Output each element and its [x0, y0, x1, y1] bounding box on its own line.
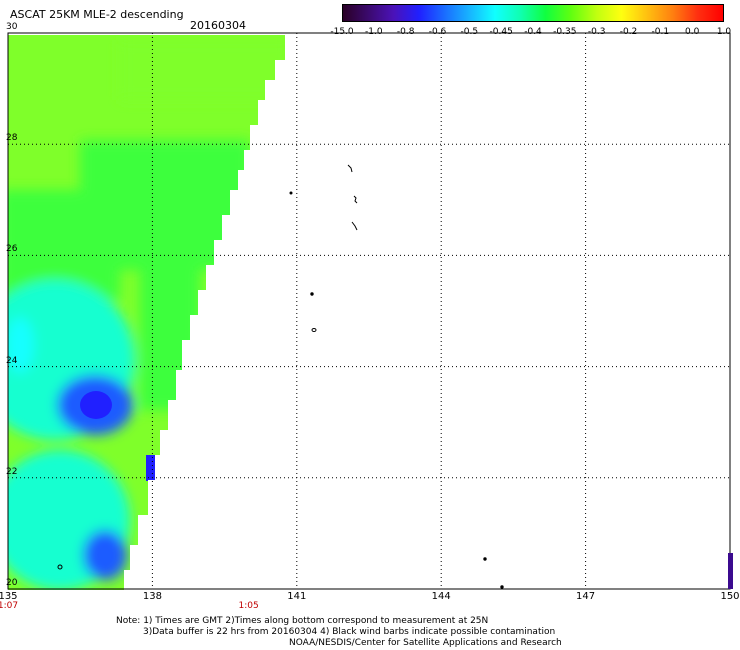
latitude-label: 22: [6, 466, 18, 477]
note-line-2: 3)Data buffer is 22 hrs from 20160304 4)…: [143, 627, 556, 637]
colorbar-tick-label: -0.1: [651, 27, 670, 37]
data-patch: [728, 553, 733, 589]
colorbar-tick-label: -0.3: [587, 27, 606, 37]
colorbar-tick-label: -1.0: [365, 27, 383, 37]
plot-border: [7, 32, 731, 590]
colorbar-tick-label: -0.8: [396, 27, 415, 37]
latitude-label: 24: [6, 355, 18, 366]
time-label: 1:05: [238, 601, 259, 611]
note-line-1: Note: 1) Times are GMT 2)Times along bot…: [116, 616, 489, 626]
latitude-label: 28: [6, 133, 18, 144]
latitude-label: 20: [6, 578, 18, 588]
colorbar-tick-label: -0.35: [553, 27, 577, 37]
colorbar-tick-label: -0.4: [524, 27, 542, 37]
color-scale-bar: [342, 4, 724, 22]
colorbar-tick-label: -15.0: [330, 27, 354, 37]
colorbar-tick-label: -0.45: [489, 27, 513, 37]
colorbar-tick-label: 0.0: [684, 27, 700, 37]
time-label: 1:07: [0, 601, 19, 611]
colorbar-tick-label: -0.2: [619, 27, 638, 37]
note-line-3: NOAA/NESDIS/Center for Satellite Applica…: [289, 638, 562, 648]
longitude-label: 150: [720, 591, 740, 602]
longitude-label: 144: [431, 591, 451, 602]
latitude-label: 26: [6, 244, 18, 255]
coastline: [57, 164, 504, 589]
longitude-label: 147: [576, 591, 596, 602]
longitude-label: 135: [0, 591, 18, 602]
longitude-label: 141: [287, 591, 307, 602]
longitude-label: 138: [142, 591, 162, 602]
map-title: ASCAT 25KM MLE-2 descending: [10, 8, 184, 21]
graticule: [8, 33, 730, 589]
latitude-label: 30: [6, 22, 18, 32]
colorbar-tick-label: 1.0: [716, 27, 732, 37]
map-date: 20160304: [190, 19, 246, 32]
colorbar-tick-label: -0.5: [460, 27, 479, 37]
wind-swath: [8, 35, 285, 590]
colorbar-tick-label: -0.6: [428, 27, 447, 37]
